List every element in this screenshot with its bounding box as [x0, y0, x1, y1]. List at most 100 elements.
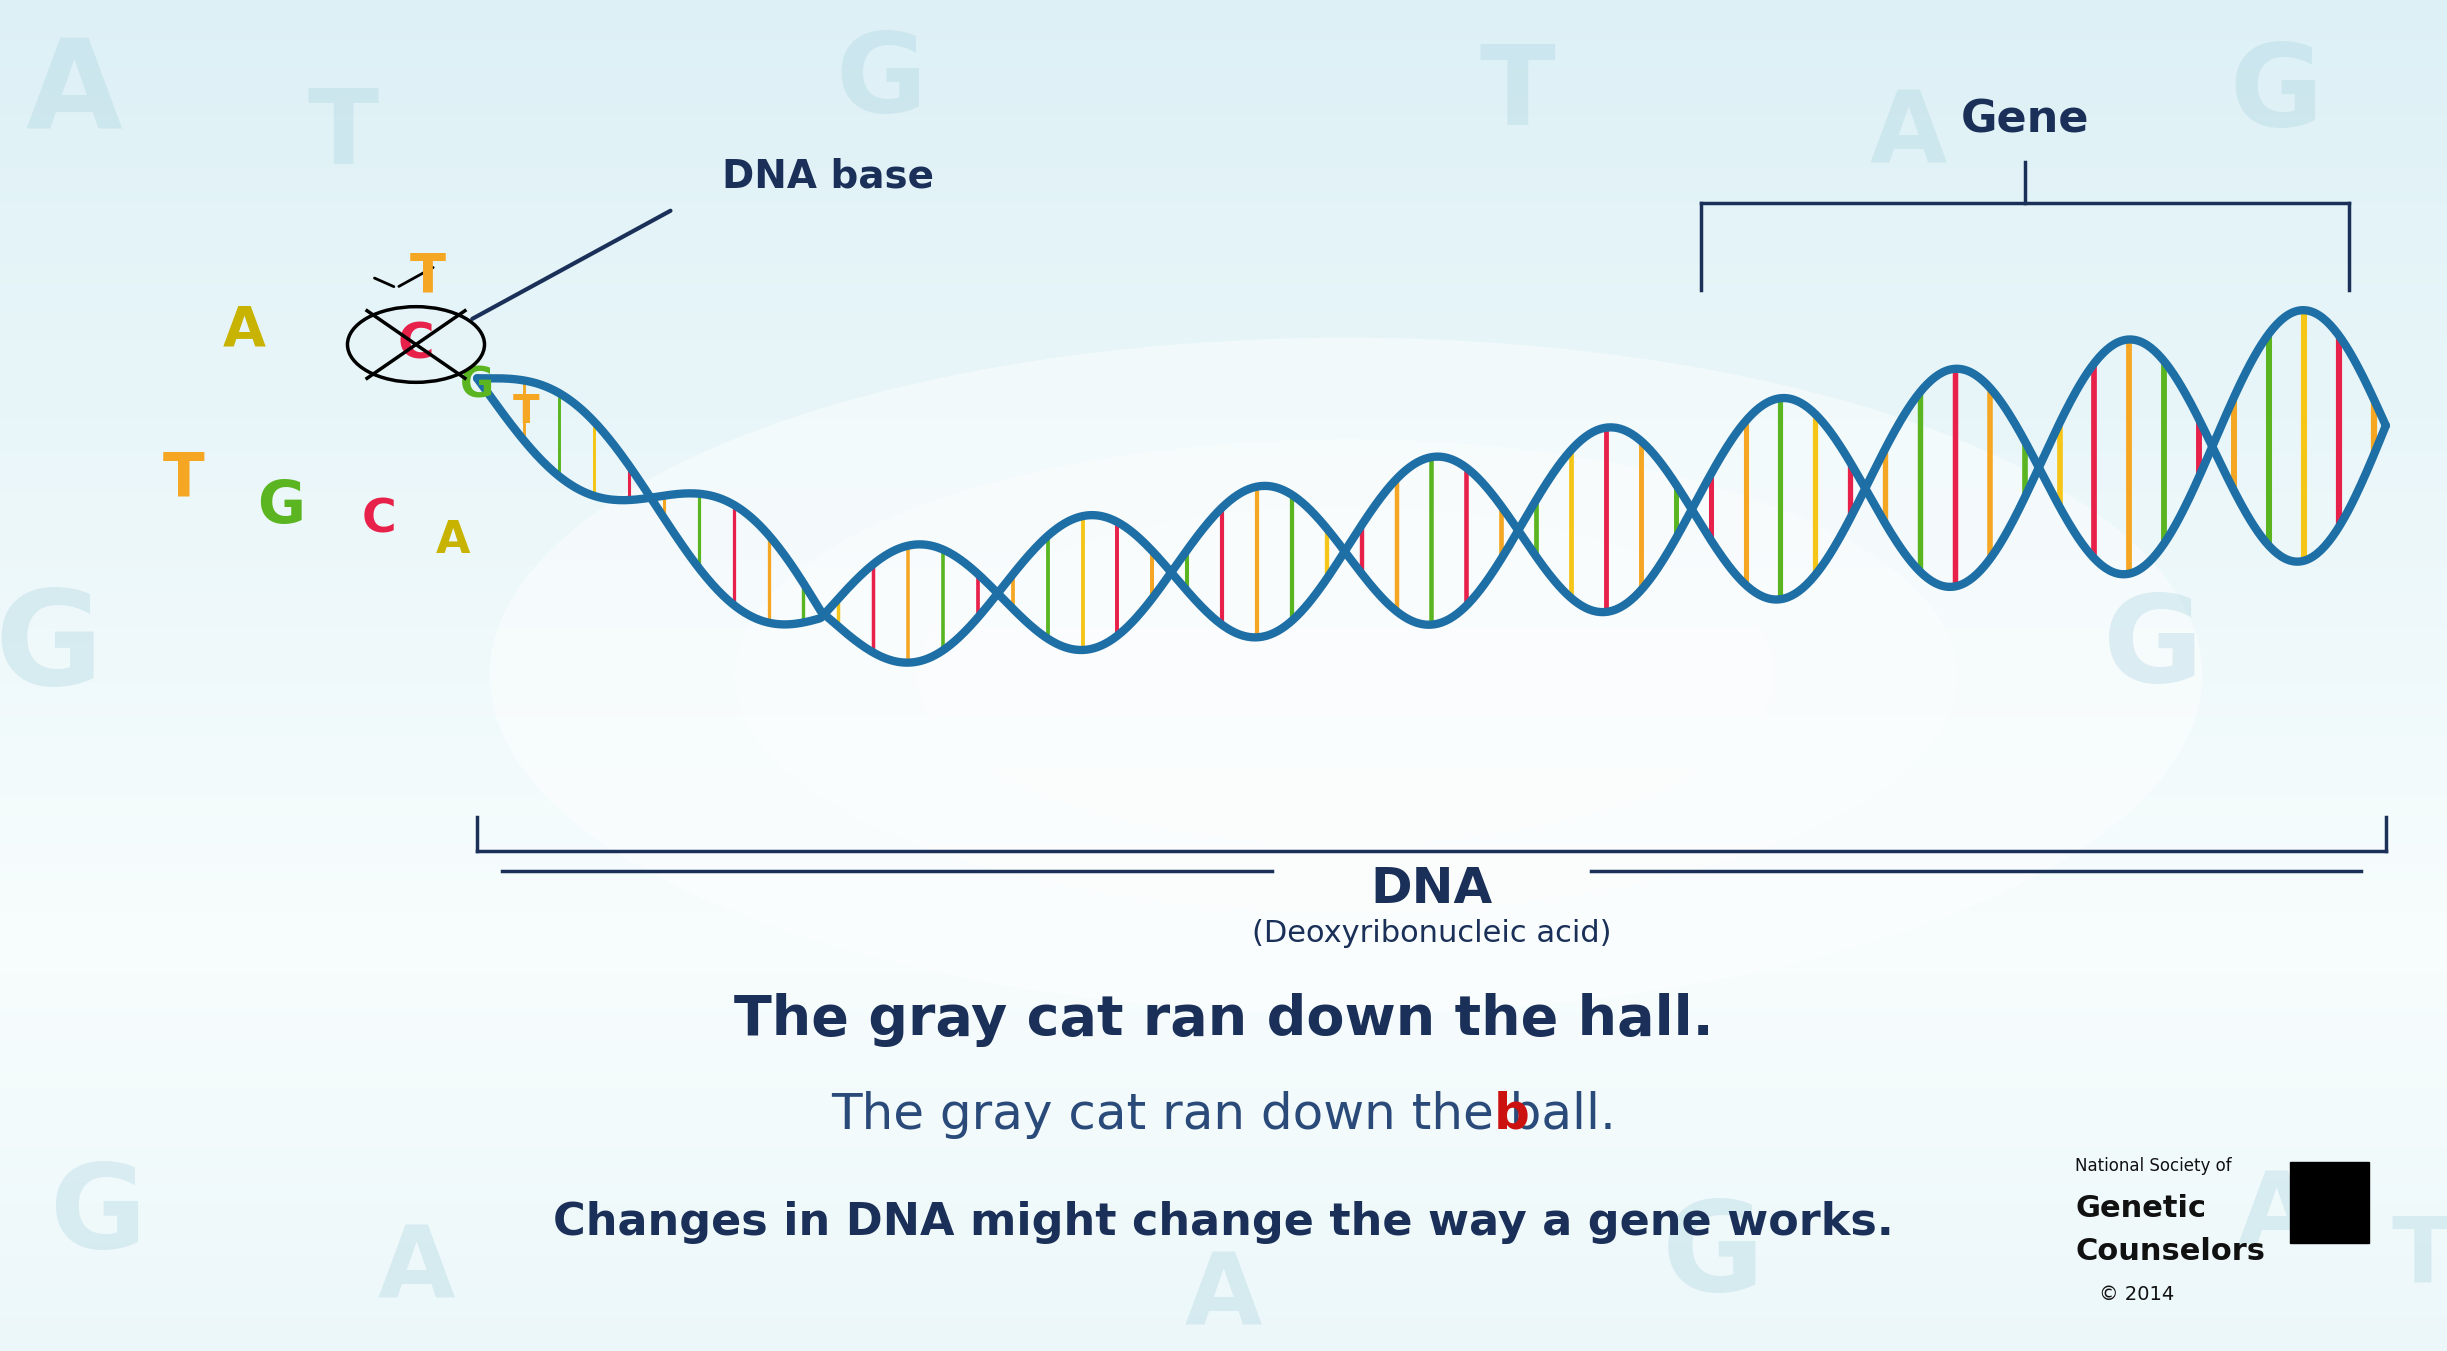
- Bar: [0, 709, 2447, 716]
- Bar: [0, 770, 2447, 777]
- Bar: [0, 1263, 2447, 1270]
- Bar: [0, 1142, 2447, 1148]
- Bar: [0, 7, 2447, 14]
- Bar: [0, 1047, 2447, 1054]
- Bar: [0, 230, 2447, 236]
- Bar: [0, 459, 2447, 466]
- Bar: [0, 1155, 2447, 1162]
- Bar: [0, 439, 2447, 446]
- Bar: [0, 1216, 2447, 1223]
- Bar: [0, 263, 2447, 270]
- Bar: [0, 68, 2447, 74]
- Text: G: G: [0, 585, 103, 712]
- Bar: [0, 1277, 2447, 1283]
- Text: National Society of: National Society of: [2075, 1158, 2232, 1175]
- Bar: [0, 345, 2447, 351]
- Bar: [0, 1000, 2447, 1006]
- Bar: [0, 196, 2447, 203]
- Bar: [0, 338, 2447, 345]
- Text: G: G: [49, 1158, 147, 1274]
- Bar: [0, 736, 2447, 743]
- Bar: [0, 473, 2447, 480]
- Bar: [0, 1027, 2447, 1034]
- Bar: [0, 54, 2447, 61]
- Bar: [0, 1074, 2447, 1081]
- Bar: [0, 925, 2447, 932]
- Bar: [0, 540, 2447, 547]
- Bar: [0, 284, 2447, 290]
- Text: T: T: [2391, 1212, 2447, 1301]
- Bar: [0, 784, 2447, 790]
- Bar: [0, 331, 2447, 338]
- Bar: [0, 628, 2447, 635]
- Bar: [0, 480, 2447, 486]
- Bar: [0, 250, 2447, 257]
- Bar: [0, 419, 2447, 426]
- Bar: [0, 290, 2447, 297]
- Bar: [0, 1243, 2447, 1250]
- Bar: [0, 135, 2447, 142]
- Bar: [0, 1067, 2447, 1074]
- Bar: [0, 149, 2447, 155]
- Bar: [0, 973, 2447, 979]
- Bar: [0, 1013, 2447, 1020]
- Ellipse shape: [489, 338, 2202, 1013]
- Bar: [0, 574, 2447, 581]
- Bar: [0, 155, 2447, 162]
- Bar: [0, 642, 2447, 648]
- Bar: [0, 1081, 2447, 1088]
- Bar: [0, 844, 2447, 851]
- Bar: [0, 182, 2447, 189]
- Bar: [0, 682, 2447, 689]
- Bar: [0, 1040, 2447, 1047]
- Bar: [0, 243, 2447, 250]
- Bar: [0, 716, 2447, 723]
- Text: T: T: [306, 85, 379, 185]
- Bar: [0, 561, 2447, 567]
- Ellipse shape: [734, 439, 1958, 912]
- Bar: [0, 1148, 2447, 1155]
- Bar: [0, 486, 2447, 493]
- Bar: [0, 162, 2447, 169]
- Bar: [0, 74, 2447, 81]
- Bar: [0, 20, 2447, 27]
- Text: DNA: DNA: [1370, 865, 1493, 913]
- Bar: [0, 1196, 2447, 1202]
- Bar: [0, 1229, 2447, 1236]
- Text: (Deoxyribonucleic acid): (Deoxyribonucleic acid): [1253, 919, 1610, 947]
- Bar: [0, 520, 2447, 527]
- Bar: [0, 696, 2447, 703]
- Bar: [0, 1236, 2447, 1243]
- Bar: [0, 101, 2447, 108]
- Bar: [0, 176, 2447, 182]
- Text: G: G: [460, 363, 494, 407]
- Bar: [0, 676, 2447, 682]
- Text: The gray cat ran down the hall.: The gray cat ran down the hall.: [734, 993, 1713, 1047]
- Bar: [0, 426, 2447, 432]
- Text: T: T: [162, 450, 206, 509]
- Bar: [0, 986, 2447, 993]
- Bar: [0, 966, 2447, 973]
- Bar: [0, 223, 2447, 230]
- Bar: [0, 446, 2447, 453]
- Bar: [0, 216, 2447, 223]
- Bar: [0, 1290, 2447, 1297]
- Bar: [0, 648, 2447, 655]
- Bar: [0, 453, 2447, 459]
- Bar: [0, 1182, 2447, 1189]
- Bar: [0, 912, 2447, 919]
- Bar: [0, 297, 2447, 304]
- Bar: [0, 594, 2447, 601]
- Bar: [0, 763, 2447, 770]
- Text: T: T: [1480, 41, 1554, 149]
- Bar: [0, 466, 2447, 473]
- Bar: [0, 1310, 2447, 1317]
- Bar: [0, 270, 2447, 277]
- Bar: [0, 358, 2447, 365]
- Bar: [0, 61, 2447, 68]
- Text: C: C: [396, 320, 436, 369]
- Bar: [0, 47, 2447, 54]
- Text: Gene: Gene: [1960, 99, 2090, 142]
- Bar: [0, 743, 2447, 750]
- Bar: [0, 939, 2447, 946]
